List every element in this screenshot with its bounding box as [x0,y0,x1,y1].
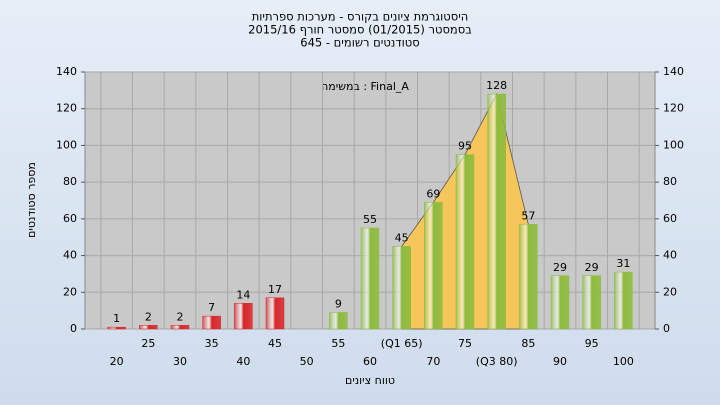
x-tick-label: 55 [331,337,345,350]
value-label: 31 [616,257,630,270]
chart-title: היסטוגרמת ציונים בקורס - מערכות ספרתיות [252,10,469,24]
value-label: 69 [426,187,440,200]
value-label: 17 [268,283,282,296]
value-label: 95 [458,140,472,153]
x-tick-label: 95 [585,337,599,350]
y2-tick-label: 80 [663,175,677,188]
value-label: 7 [208,301,215,314]
value-label: 14 [236,288,250,301]
y2-tick-label: 100 [663,138,684,151]
y2-tick-label: 60 [663,212,677,225]
x-tick-label: 35 [205,337,219,350]
bar [329,312,348,330]
bar [582,275,601,330]
x-tick-label: 30 [173,355,187,368]
y2-tick-label: 0 [663,322,670,335]
x-tick-label: 85 [521,337,535,350]
y-tick-label: 140 [56,65,77,78]
value-label: 9 [335,297,342,310]
y-axis-label: מספר סטודנטים [25,162,38,238]
x-tick-label: (Q3 80) [476,355,518,368]
x-axis-label: טווח ציונים [345,374,395,387]
y-tick-label: 40 [63,249,77,262]
bar [614,271,633,330]
bar [170,325,190,330]
y-tick-label: 100 [56,138,77,151]
bar [265,297,285,330]
x-tick-label: 90 [553,355,567,368]
value-label: 55 [363,213,377,226]
bar [360,227,380,330]
bar [424,202,443,330]
x-tick-label: 70 [426,355,440,368]
annotation: במשימה : Final_A [321,80,409,93]
chart-subtitle: בסמסטר (01/2015) סמסטר חורף 2015/16 [248,23,472,37]
y2-tick-label: 40 [663,249,677,262]
value-label: 128 [486,79,507,92]
value-label: 2 [177,310,184,323]
y2-tick-label: 120 [663,102,684,115]
bar [519,224,538,330]
value-label: 57 [521,209,535,222]
x-tick-label: (Q1 65) [381,337,423,350]
value-label: 45 [395,231,409,244]
y-tick-label: 0 [70,322,77,335]
value-label: 2 [145,310,152,323]
bar [139,325,158,330]
x-tick-label: 60 [363,355,377,368]
x-tick-label: 45 [268,337,282,350]
y-tick-label: 120 [56,102,77,115]
bar [487,93,506,330]
x-tick-label: 75 [458,337,472,350]
x-tick-label: 25 [141,337,155,350]
y-tick-label: 80 [63,175,77,188]
y-tick-label: 60 [63,212,77,225]
x-tick-label: 20 [110,355,124,368]
bar [107,326,126,330]
x-tick-label: 100 [613,355,634,368]
y2-tick-label: 20 [663,285,677,298]
bar [202,315,221,330]
bar [550,275,570,330]
bar [392,246,411,330]
chart-subtitle: סטודנטים רשומים - 645 [300,36,419,50]
value-label: 29 [585,261,599,274]
x-tick-label: 50 [300,355,314,368]
x-tick-label: 40 [236,355,250,368]
y-tick-label: 20 [63,285,77,298]
value-label: 1 [113,312,120,325]
y2-tick-label: 140 [663,65,684,78]
bar [455,154,475,330]
value-label: 29 [553,261,567,274]
bar [234,303,253,330]
